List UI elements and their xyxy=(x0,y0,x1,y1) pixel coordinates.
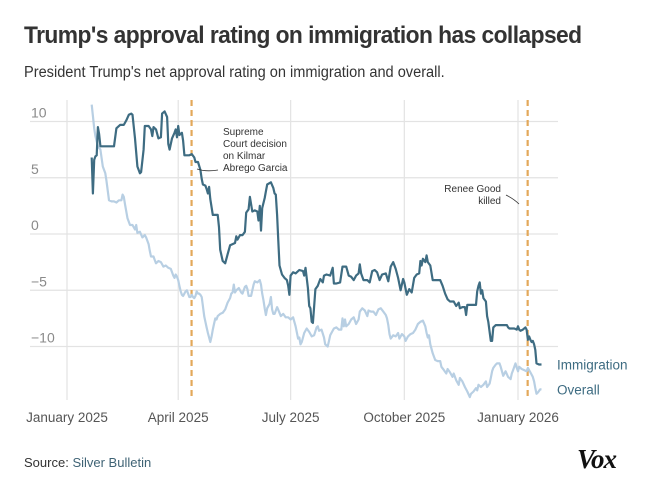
series-line-overall xyxy=(90,104,542,399)
x-axis-tick-labels: January 2025 April 2025 July 2025 October 2… xyxy=(26,410,559,425)
annotation-text: Renee Good xyxy=(444,184,501,195)
source-note: Source: Silver Bulletin xyxy=(24,455,151,470)
series-line-immigration xyxy=(90,110,542,366)
x-tick-label: January 2026 xyxy=(477,410,559,425)
vox-logo: Vox xyxy=(577,444,617,474)
series-lines xyxy=(90,104,542,399)
source-link[interactable]: Silver Bulletin xyxy=(72,455,152,470)
annotation-text: Supreme xyxy=(223,127,264,138)
x-tick-label: April 2025 xyxy=(148,410,209,425)
series-labels: Overall Immigration xyxy=(557,358,628,398)
y-axis-tick-labels: 10 5 0 −5 −10 xyxy=(31,105,55,346)
y-tick-label: 0 xyxy=(31,217,39,233)
chart-title: Trump's approval rating on immigration h… xyxy=(24,22,582,49)
annotation-text: Abrego Garcia xyxy=(223,163,288,174)
annotation-leader xyxy=(505,194,520,205)
y-tick-label: 10 xyxy=(31,105,47,121)
chart-subtitle: President Trump's net approval rating on… xyxy=(24,64,445,81)
annotation-leader xyxy=(196,168,219,172)
source-label: Source: xyxy=(24,455,69,470)
horizontal-gridlines xyxy=(30,120,558,348)
x-tick-label: October 2025 xyxy=(363,410,445,425)
x-tick-label: January 2025 xyxy=(26,410,108,425)
vertical-gridlines xyxy=(66,100,519,400)
annotation-text: Court decision xyxy=(223,139,287,150)
y-tick-label: 5 xyxy=(31,161,39,177)
event-lines xyxy=(190,100,529,400)
series-label-overall: Overall xyxy=(557,382,600,397)
y-tick-label: −10 xyxy=(31,330,55,346)
x-tick-label: July 2025 xyxy=(262,410,320,425)
annotation-text: killed xyxy=(478,196,501,207)
y-tick-label: −5 xyxy=(31,273,47,289)
series-label-immigration: Immigration xyxy=(557,358,628,373)
annotation-text: on Kilmar xyxy=(223,151,266,162)
